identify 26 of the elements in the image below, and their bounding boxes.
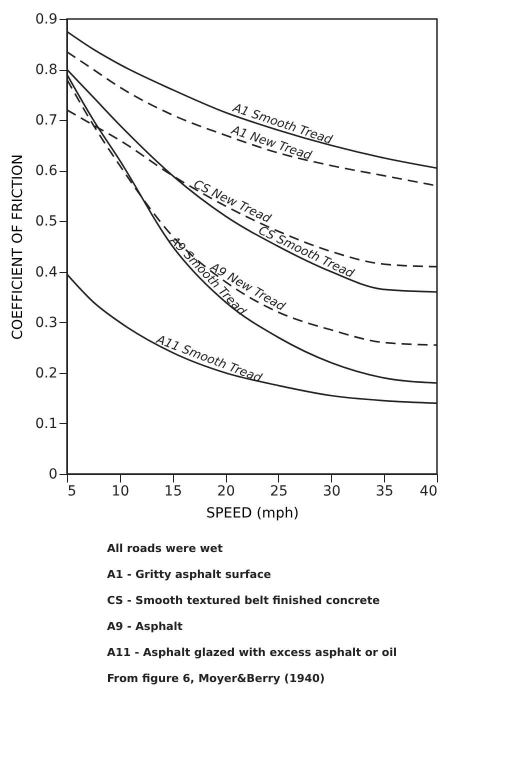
- y-tick-label: 0.4: [35, 264, 58, 280]
- x-tick-label: 20: [217, 484, 235, 500]
- x-tick-label: 25: [270, 484, 288, 500]
- text: CS - Smooth textured belt finished concrete: [107, 594, 380, 607]
- y-tick-label: 0.9: [35, 12, 58, 28]
- x-tick-label: 15: [164, 484, 182, 500]
- y-tick-label: 0.6: [35, 163, 58, 180]
- y-tick-label: 0.3: [35, 314, 58, 331]
- x-tick-label: 30: [322, 484, 341, 500]
- y-tick-label: 0.5: [35, 214, 58, 230]
- x-tick-label: 5: [68, 484, 76, 500]
- x-tick-label: 35: [376, 484, 394, 500]
- text: A9 - Asphalt: [107, 620, 183, 633]
- text: A1 - Gritty asphalt surface: [107, 568, 272, 581]
- y-tick-label: 0.1: [35, 416, 58, 432]
- y-axis-title: COEFFICIENT OF FRICTION: [10, 154, 26, 340]
- y-tick-label: 0.7: [35, 112, 58, 129]
- text: All roads were wet: [107, 542, 223, 555]
- y-tick-label: 0.2: [35, 365, 58, 382]
- x-tick-label: 10: [111, 484, 130, 500]
- y-tick-label: 0: [48, 466, 58, 482]
- y-tick-label: 0.8: [35, 62, 58, 78]
- x-axis-title: SPEED (mph): [206, 506, 299, 522]
- text: From figure 6, Moyer&Berry (1940): [107, 672, 325, 685]
- text: A11 - Asphalt glazed with excess asphalt or oil: [107, 646, 397, 659]
- x-tick-label: 40: [420, 484, 438, 500]
